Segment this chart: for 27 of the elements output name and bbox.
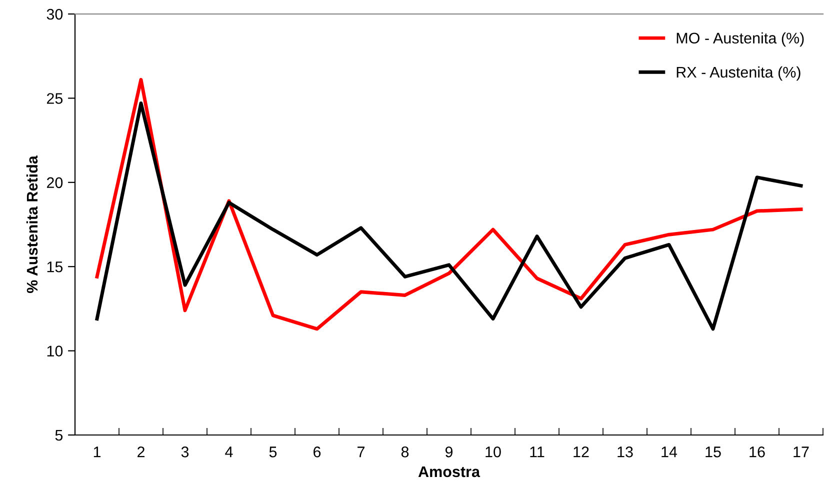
x-tick-label: 1: [94, 446, 101, 458]
x-tick-label: 7: [358, 446, 364, 458]
x-tick-label: 10: [486, 446, 501, 458]
x-tick-label: 13: [618, 446, 633, 458]
x-tick-label: 4: [225, 446, 233, 458]
y-axis-title: % Austenita Retida: [26, 156, 38, 294]
x-tick-label: 8: [401, 446, 409, 458]
legend-label: RX - Austenita (%): [676, 66, 800, 81]
y-tick-label: 25: [46, 93, 63, 104]
y-tick-label: 5: [55, 430, 63, 441]
y-tick-label: 20: [46, 177, 63, 188]
x-tick-label: 11: [530, 446, 544, 458]
y-tick-label: 15: [47, 262, 63, 272]
y-tick-label: 30: [46, 8, 63, 20]
legend-label: MO - Austenita (%): [676, 32, 804, 47]
y-tick-label: 10: [47, 346, 63, 356]
x-tick-label: 12: [574, 446, 589, 458]
x-tick-label: 2: [138, 446, 144, 458]
x-axis-title: Amostra: [418, 466, 480, 478]
x-tick-label: 14: [662, 446, 678, 458]
x-tick-label: 9: [445, 446, 453, 458]
x-tick-label: 3: [181, 446, 189, 458]
x-tick-label: 15: [706, 446, 721, 458]
x-tick-label: 5: [269, 446, 277, 458]
x-tick-label: 17: [794, 446, 809, 458]
x-tick-label: 6: [314, 446, 321, 458]
x-tick-label: 16: [750, 446, 765, 458]
